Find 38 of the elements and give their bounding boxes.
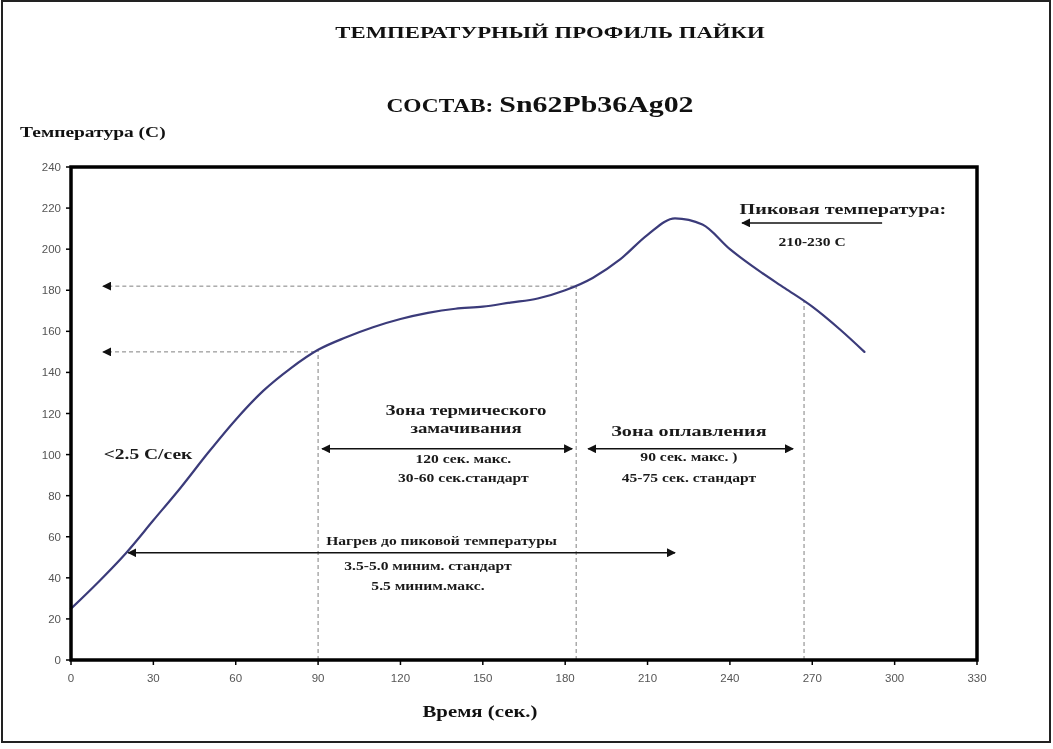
x-tick-label: 270 (802, 672, 822, 684)
annotation: 3.5-5.0 миним. стандарт 5.5 миним.макс. (344, 559, 512, 593)
chart-title: ТЕМПЕРАТУРНЫЙ ПРОФИЛЬ ПАЙКИ (335, 22, 765, 42)
x-tick-label: 150 (473, 672, 493, 684)
y-tick-label: 20 (48, 612, 61, 625)
y-tick-label: 200 (41, 243, 61, 256)
x-tick-label: 90 (311, 672, 325, 684)
y-tick-label: 60 (48, 530, 61, 543)
y-tick-label: 220 (41, 202, 61, 215)
y-axis-title: Температура (С) (20, 124, 166, 141)
annotation: Пиковая температура: (739, 200, 947, 218)
x-tick-label: 240 (720, 672, 740, 684)
y-tick-label: 40 (48, 571, 61, 584)
y-tick-label: 240 (41, 161, 61, 174)
x-tick-label: 210 (637, 672, 658, 684)
y-tick-label: 160 (41, 325, 61, 338)
annotation: 120 сек. макс. 30-60 сек.стандарт (398, 452, 529, 485)
x-tick-label: 30 (146, 672, 160, 684)
y-tick-label: 100 (41, 448, 61, 461)
x-tick-label: 60 (229, 672, 243, 684)
x-tick-label: 180 (555, 672, 575, 684)
annotation: <2.5 С/сек (103, 445, 193, 463)
y-tick-label: 180 (41, 284, 61, 297)
x-tick-label: 300 (885, 672, 905, 684)
y-tick-label: 120 (41, 407, 61, 420)
chart-subtitle: СОСТАВ: Sn62Pb36Ag02 (386, 91, 694, 118)
y-tick-label: 0 (54, 654, 61, 667)
annotation: Нагрев до пиковой температуры (326, 534, 558, 548)
annotation: Зона оплавления (611, 421, 767, 440)
x-axis-title: Время (сек.) (422, 702, 538, 722)
x-tick-label: 120 (390, 672, 411, 684)
y-tick-label: 80 (48, 489, 61, 502)
x-tick-label: 330 (967, 672, 987, 684)
y-tick-label: 140 (41, 366, 61, 379)
annotation: 90 сек. макс. ) 45-75 сек. стандарт (621, 450, 757, 485)
annotation: Зона термического замачивания (385, 402, 547, 437)
x-tick-label: 0 (67, 672, 75, 684)
annotation: 210-230 С (778, 235, 846, 249)
